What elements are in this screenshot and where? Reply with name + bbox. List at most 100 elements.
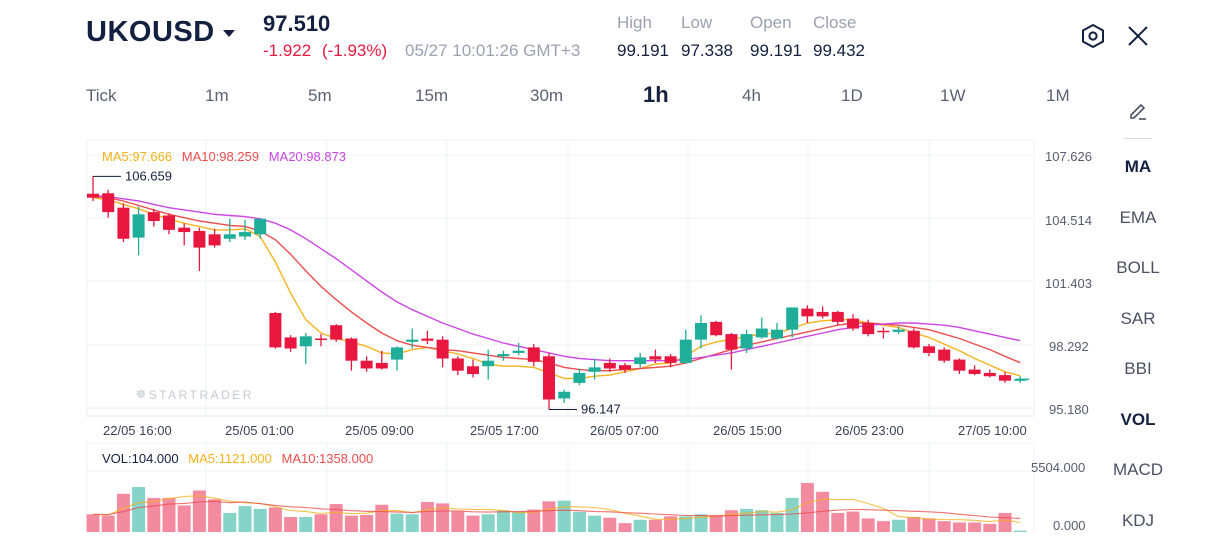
- volume-bar: [101, 515, 115, 532]
- tab-30m[interactable]: 30m: [530, 86, 564, 105]
- candle-down: [163, 215, 175, 230]
- indicator-ema[interactable]: EMA: [1119, 208, 1157, 227]
- tab-tick[interactable]: Tick: [86, 86, 117, 105]
- candle-down: [147, 212, 160, 221]
- indicator-boll[interactable]: BOLL: [1116, 258, 1160, 277]
- volume-bar: [846, 511, 860, 532]
- vol-legend: VOL:104.000: [102, 451, 179, 466]
- indicator-bbi[interactable]: BBI: [1124, 359, 1152, 378]
- star-logo-icon: ✵: [135, 386, 147, 402]
- indicator-vol[interactable]: VOL: [1120, 410, 1156, 429]
- volume-bar: [968, 522, 982, 532]
- volume-bar: [299, 517, 313, 532]
- symbol-selector[interactable]: UKOUSD: [86, 16, 235, 49]
- volume-bar: [861, 518, 875, 532]
- candle-down: [467, 366, 479, 375]
- candle-down: [831, 311, 844, 322]
- volume-bar: [238, 506, 252, 532]
- indicator-macd[interactable]: MACD: [1112, 460, 1164, 479]
- time-axis-label: 27/05 10:00: [958, 423, 1027, 438]
- candle-down: [284, 337, 297, 349]
- volume-bar: [390, 513, 404, 532]
- candle-down: [208, 234, 221, 246]
- indicator-kdj[interactable]: KDJ: [1121, 511, 1155, 530]
- close-label: Close: [813, 13, 857, 32]
- candle-up: [755, 328, 768, 338]
- volume-bar: [527, 509, 541, 532]
- tab-5m[interactable]: 5m: [308, 86, 332, 105]
- volume-bar: [116, 493, 130, 532]
- time-axis-label: 25/05 17:00: [470, 423, 539, 438]
- candle-down: [649, 356, 662, 360]
- candle-down: [725, 334, 738, 350]
- candle-down: [436, 339, 449, 359]
- candle-up: [299, 336, 312, 347]
- candle-down: [999, 375, 1011, 381]
- volume-ma10-line: [92, 500, 1021, 519]
- time-axis-label: 22/05 16:00: [103, 423, 172, 438]
- candle-down: [330, 325, 343, 340]
- quote-timestamp: 05/27 10:01:26 GMT+3: [405, 41, 581, 60]
- volume-bar: [162, 497, 176, 532]
- volume-bar: [648, 519, 662, 532]
- volume-bar: [132, 487, 146, 532]
- volume-bar: [253, 508, 267, 532]
- volume-bar: [360, 514, 374, 532]
- candle-up: [634, 357, 647, 365]
- candle-down: [543, 356, 555, 400]
- volume-bar: [679, 516, 693, 532]
- time-axis-label: 25/05 09:00: [345, 423, 414, 438]
- volume-bar: [177, 505, 191, 532]
- high-marker-label: 106.659: [125, 168, 172, 183]
- volume-bar: [208, 499, 222, 532]
- volume-bar: [451, 511, 465, 532]
- price-axis-label: 98.292: [1049, 339, 1089, 354]
- candle-down: [360, 360, 373, 369]
- indicator-sar[interactable]: SAR: [1120, 309, 1156, 328]
- candle-up: [223, 234, 236, 239]
- open-value: 99.191: [750, 41, 802, 60]
- volume-bar: [664, 516, 678, 532]
- candle-down: [117, 207, 130, 239]
- tab-1m[interactable]: 1m: [205, 86, 229, 105]
- candle-down: [269, 313, 282, 348]
- ma-legend: MA5:97.666 MA10:98.259 MA20:98.873: [102, 149, 346, 164]
- volume-bar: [588, 515, 602, 532]
- volume-bar: [268, 507, 282, 532]
- volume-bar: [694, 514, 708, 532]
- low-marker-label: 96.147: [581, 401, 621, 416]
- pencil-draw-icon[interactable]: [1127, 99, 1149, 121]
- volume-bar: [466, 515, 480, 532]
- ma10-legend: MA10:98.259: [181, 149, 260, 164]
- indicator-ma[interactable]: MA: [1124, 157, 1152, 176]
- volume-bar: [481, 514, 495, 532]
- candle-down: [527, 347, 540, 362]
- candle-up: [391, 347, 403, 360]
- current-price: 97.510: [263, 11, 331, 36]
- candle-down: [907, 330, 920, 348]
- settings-icon[interactable]: [1080, 23, 1106, 49]
- volume-bar: [831, 512, 845, 532]
- tab-1w[interactable]: 1W: [940, 86, 966, 105]
- candle-up: [497, 354, 510, 357]
- volume-bar: [952, 522, 966, 532]
- watermark-text: STARTRADER: [148, 388, 254, 402]
- tab-4h[interactable]: 4h: [742, 86, 761, 105]
- tab-1h[interactable]: 1h: [643, 82, 669, 107]
- candle-up: [482, 360, 495, 367]
- close-icon[interactable]: [1127, 25, 1149, 47]
- volume-axis-label: 0.000: [1053, 518, 1086, 533]
- candle-down: [451, 358, 464, 371]
- high-value: 99.191: [617, 41, 669, 60]
- tab-1m-month[interactable]: 1M: [1046, 86, 1070, 105]
- tab-15m[interactable]: 15m: [415, 86, 449, 105]
- open-label: Open: [750, 13, 792, 32]
- candle-up: [132, 214, 145, 238]
- time-axis-label: 26/05 07:00: [590, 423, 659, 438]
- volume-bar: [496, 510, 510, 532]
- candle-down: [315, 338, 327, 341]
- candle-down: [816, 311, 829, 317]
- tab-1d[interactable]: 1D: [841, 86, 863, 105]
- ma5-legend: MA5:97.666: [102, 149, 173, 164]
